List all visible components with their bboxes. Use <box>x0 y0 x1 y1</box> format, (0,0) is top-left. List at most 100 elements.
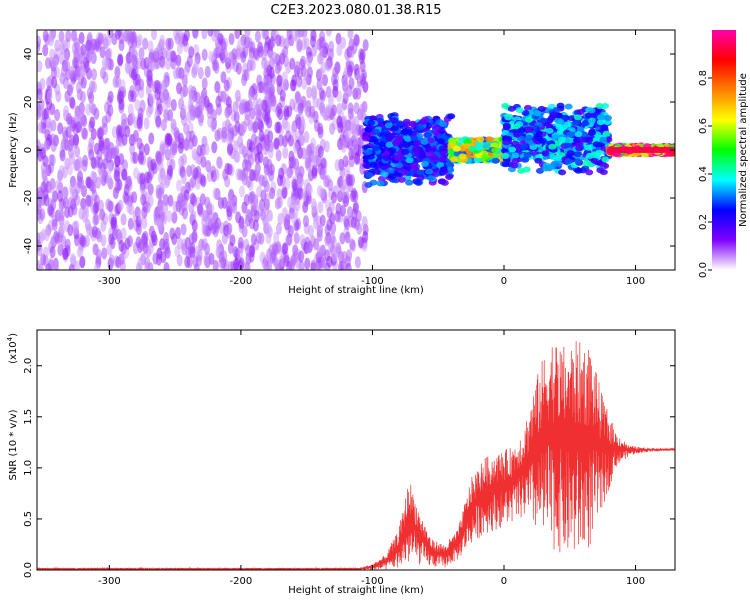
spectrogram-cell <box>356 222 363 235</box>
spectrogram-cell <box>358 48 365 61</box>
spectrogram-cell <box>268 66 275 79</box>
spectrogram-cell <box>371 145 380 152</box>
spectrogram-cell <box>335 32 342 45</box>
spectrogram-cell <box>179 195 186 208</box>
spectrogram-cell <box>263 163 270 176</box>
spectrogram-cell <box>54 232 61 245</box>
spectrogram-cell <box>521 109 530 116</box>
spectrogram-cell <box>374 154 383 161</box>
spectrogram-cell <box>97 156 104 169</box>
spectrogram-cell <box>402 121 411 128</box>
spectrogram-cell <box>211 141 218 154</box>
spectrogram-cell <box>356 69 363 82</box>
spectrogram-cell <box>397 176 406 183</box>
spectrogram-cell <box>42 30 49 42</box>
spectrogram-cell <box>295 117 302 130</box>
spectrogram-cell <box>287 225 294 238</box>
spectrogram-cell <box>297 30 304 38</box>
spectrogram-cell <box>558 136 567 143</box>
spectrogram-cell <box>270 249 277 262</box>
spectrogram-cell <box>277 108 284 121</box>
spectrogram-cell <box>91 68 98 81</box>
spectrogram-cell <box>351 208 358 221</box>
spectrogram-cell <box>341 250 348 263</box>
spectrogram-cell <box>362 80 369 93</box>
spectrogram-cell <box>67 224 74 237</box>
spectrogram-cell <box>281 243 288 256</box>
spectrogram-cell <box>235 47 242 60</box>
spectrogram-cell <box>66 163 73 176</box>
x-tick-label: -200 <box>230 576 253 587</box>
spectrogram-cell <box>420 161 429 168</box>
spectrogram-cell <box>262 214 269 227</box>
spectrogram-x-axis: -300 -200 -100 0 100 <box>98 30 645 287</box>
spectrogram-cell <box>232 124 239 137</box>
spectrogram-cell <box>438 121 447 128</box>
spectrogram-cell <box>597 114 606 121</box>
spectrogram-cell <box>261 30 268 40</box>
spectrogram-cell <box>390 117 399 124</box>
spectrogram-cell <box>110 147 117 160</box>
spectrogram-cell <box>190 175 197 188</box>
spectrogram-cell <box>48 205 55 218</box>
spectrogram-cell <box>214 129 221 142</box>
spectrogram-cell <box>257 45 264 58</box>
spectrogram-cell <box>436 133 445 140</box>
spectrogram-cell <box>501 152 510 159</box>
spectrogram-cell <box>289 57 296 70</box>
spectrogram-cell <box>50 139 57 152</box>
spectrogram-cell <box>244 30 251 38</box>
spectrogram-cell <box>207 115 214 128</box>
spectrogram-cell <box>186 111 193 124</box>
spectrogram-cell <box>401 149 410 156</box>
spectrogram-cell <box>380 171 389 178</box>
colorbar-tick-label: 0.0 <box>698 262 709 278</box>
spectrogram-cell <box>187 245 194 258</box>
spectrogram-cell <box>438 156 447 163</box>
spectrogram-cell <box>283 37 290 50</box>
spectrogram-cell <box>42 154 49 167</box>
spectrogram-cell <box>54 109 61 122</box>
spectrogram-cell <box>203 224 210 237</box>
spectrogram-cell <box>239 99 246 112</box>
spectrogram-cell <box>177 141 184 154</box>
spectrogram-cell <box>201 30 208 40</box>
spectrogram-cell <box>167 37 174 50</box>
spectrogram-cell <box>140 193 147 206</box>
spectrogram-cell <box>73 159 80 172</box>
spectrogram-cell <box>162 92 169 105</box>
spectrogram-cell <box>217 32 224 45</box>
spectrogram-cell <box>171 211 178 224</box>
spectrogram-cell <box>296 38 303 51</box>
spectrogram-cell <box>311 44 318 57</box>
spectrogram-cell <box>234 30 241 39</box>
spectrogram-cell <box>247 88 254 101</box>
spectrogram-cell <box>410 162 419 169</box>
spectrogram-cell <box>517 127 526 134</box>
spectrogram-cell <box>513 131 522 138</box>
spectrogram-cell <box>189 164 196 177</box>
spectrogram-cell <box>88 42 95 55</box>
spectrogram-cell <box>37 244 43 257</box>
spectrogram-cell <box>261 257 268 270</box>
spectrogram-cell <box>353 34 360 47</box>
spectrogram-cell <box>187 84 194 97</box>
spectrogram-cell <box>343 215 350 228</box>
spectrogram-cell <box>517 167 526 174</box>
spectrogram-cell <box>183 122 190 135</box>
spectrogram-cell <box>192 30 199 39</box>
spectrogram-cell <box>156 152 163 165</box>
spectrogram-cell <box>201 77 208 90</box>
spectrogram-cell <box>394 171 403 178</box>
spectrogram-cell <box>65 30 72 43</box>
spectrogram-cell <box>392 140 401 147</box>
spectrogram-cell <box>106 174 113 187</box>
spectrogram-cell <box>98 169 105 182</box>
spectrogram-cell <box>117 54 124 67</box>
spectrogram-cell <box>334 210 341 223</box>
x-tick-label: 100 <box>626 576 645 587</box>
spectrogram-cell <box>501 161 510 168</box>
y-tick-label: 0.0 <box>23 562 34 578</box>
spectrogram-cell <box>68 152 75 165</box>
spectrogram-cell <box>86 195 93 208</box>
